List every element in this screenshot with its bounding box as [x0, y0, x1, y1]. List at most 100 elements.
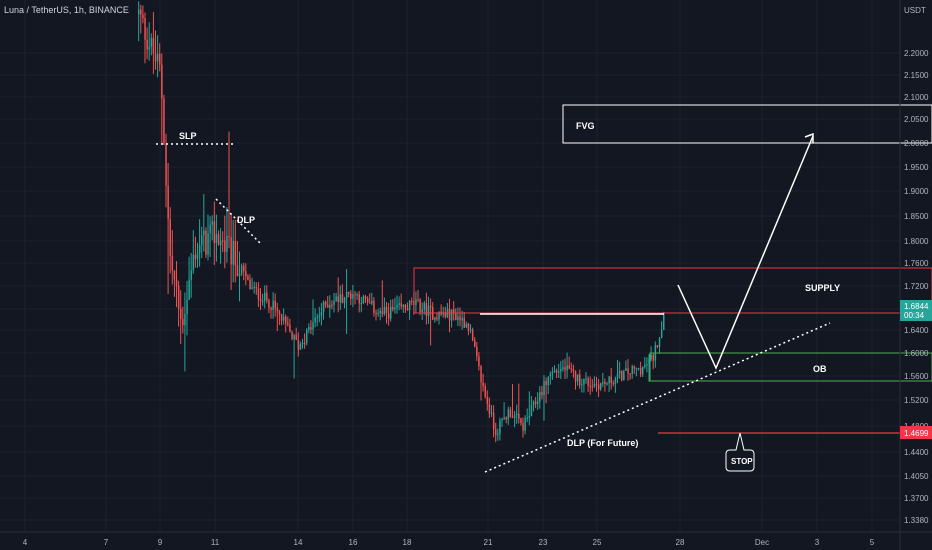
candle-body — [196, 252, 199, 260]
candle-body — [182, 318, 184, 326]
candle-body — [333, 300, 335, 305]
candle-body — [408, 301, 411, 311]
candle-body — [442, 313, 444, 315]
candle-body — [352, 294, 354, 299]
candle-body — [297, 339, 300, 350]
candle-body — [648, 358, 650, 365]
y-tick-label: 1.5600 — [904, 372, 929, 381]
candle-body — [551, 372, 554, 374]
candle-body — [539, 392, 541, 402]
x-tick-label: Dec — [755, 538, 769, 547]
candle-body — [198, 245, 201, 253]
y-tick-label: 1.3380 — [904, 516, 929, 525]
stop-callout[interactable] — [725, 432, 755, 472]
supply-zone[interactable] — [413, 267, 932, 314]
candle-body — [348, 291, 350, 294]
candle-body — [560, 368, 562, 372]
candle-body — [463, 317, 465, 328]
candle-body — [471, 329, 474, 341]
candle-body — [570, 368, 573, 370]
y-tick-label: 2.1000 — [904, 93, 929, 102]
candle-body — [194, 254, 197, 260]
x-tick-label: 14 — [294, 538, 303, 547]
candle-body — [322, 301, 325, 312]
candle-body — [612, 382, 615, 385]
candle-body — [499, 420, 501, 435]
slp-label: SLP — [179, 131, 197, 141]
candle-body — [411, 301, 413, 303]
candle-body — [511, 416, 514, 418]
candle-body — [595, 383, 598, 385]
candle-body — [425, 303, 428, 317]
candle-body — [402, 304, 405, 307]
dlp-line[interactable] — [215, 198, 261, 244]
candle-body — [450, 309, 453, 321]
candle-body — [184, 314, 186, 326]
candle-body — [224, 240, 226, 252]
candle-body — [161, 64, 163, 99]
candle-body — [169, 219, 171, 256]
candle-body — [173, 270, 176, 280]
candle-body — [400, 303, 402, 307]
candle-body — [642, 366, 644, 375]
candle-body — [623, 370, 625, 381]
candle-body — [364, 296, 367, 299]
candle-body — [280, 314, 283, 321]
candle-body — [541, 392, 543, 396]
candle-body — [341, 294, 344, 304]
candle-body — [310, 327, 312, 330]
projection-path[interactable] — [677, 135, 814, 370]
candle-body — [434, 317, 436, 320]
candle-body — [335, 296, 337, 301]
x-tick-label: 21 — [484, 538, 493, 547]
candle-body — [522, 422, 524, 431]
candle-body — [282, 316, 285, 321]
candle-body — [339, 294, 342, 303]
candle-body — [228, 236, 230, 238]
candle-body — [327, 304, 329, 308]
candle-body — [637, 367, 640, 369]
time-axis[interactable]: 4 7 9 11 14 16 18 21 23 25 28 Dec 3 5 — [0, 531, 932, 547]
candle-body — [362, 296, 365, 304]
candle-body — [152, 37, 155, 54]
candle-body — [644, 364, 646, 367]
fvg-label: FVG — [576, 121, 595, 131]
candle-body — [314, 317, 316, 323]
candle-body — [652, 355, 654, 361]
candle-body — [249, 279, 251, 290]
candle-body — [272, 300, 274, 310]
candle-body — [467, 323, 470, 331]
candle-body — [192, 254, 195, 271]
x-tick-label: 25 — [593, 538, 602, 547]
candle-body — [459, 316, 461, 321]
candle-body — [423, 303, 426, 310]
candle-body — [209, 224, 211, 234]
candle-body — [337, 296, 339, 303]
candle-body — [306, 330, 308, 344]
candle-body — [658, 337, 661, 347]
supply-label: SUPPLY — [805, 283, 840, 293]
y-tick-label: 1.8500 — [904, 212, 929, 221]
candle-body — [482, 382, 484, 387]
y-tick-label: 2.0000 — [904, 139, 929, 148]
candle-body — [285, 316, 287, 324]
candle-body — [419, 299, 421, 313]
candle-body — [253, 286, 255, 288]
ob-zone[interactable] — [649, 352, 932, 382]
candle-body — [138, 9, 140, 15]
candle-body — [461, 317, 463, 321]
candle-body — [236, 265, 239, 276]
x-tick-label: 3 — [815, 538, 820, 547]
candle-body — [358, 294, 360, 304]
fvg-zone[interactable] — [562, 104, 932, 144]
currency-label: USDT — [904, 6, 926, 15]
y-tick-label: 1.8000 — [904, 237, 929, 246]
candle-body — [469, 329, 472, 331]
candle-body — [375, 312, 377, 315]
candle-body — [379, 311, 381, 314]
candle-body — [660, 329, 663, 338]
current-price-text: 1.6844 — [904, 302, 929, 311]
y-tick-label: 2.0500 — [904, 115, 929, 124]
candle-body — [148, 46, 150, 50]
